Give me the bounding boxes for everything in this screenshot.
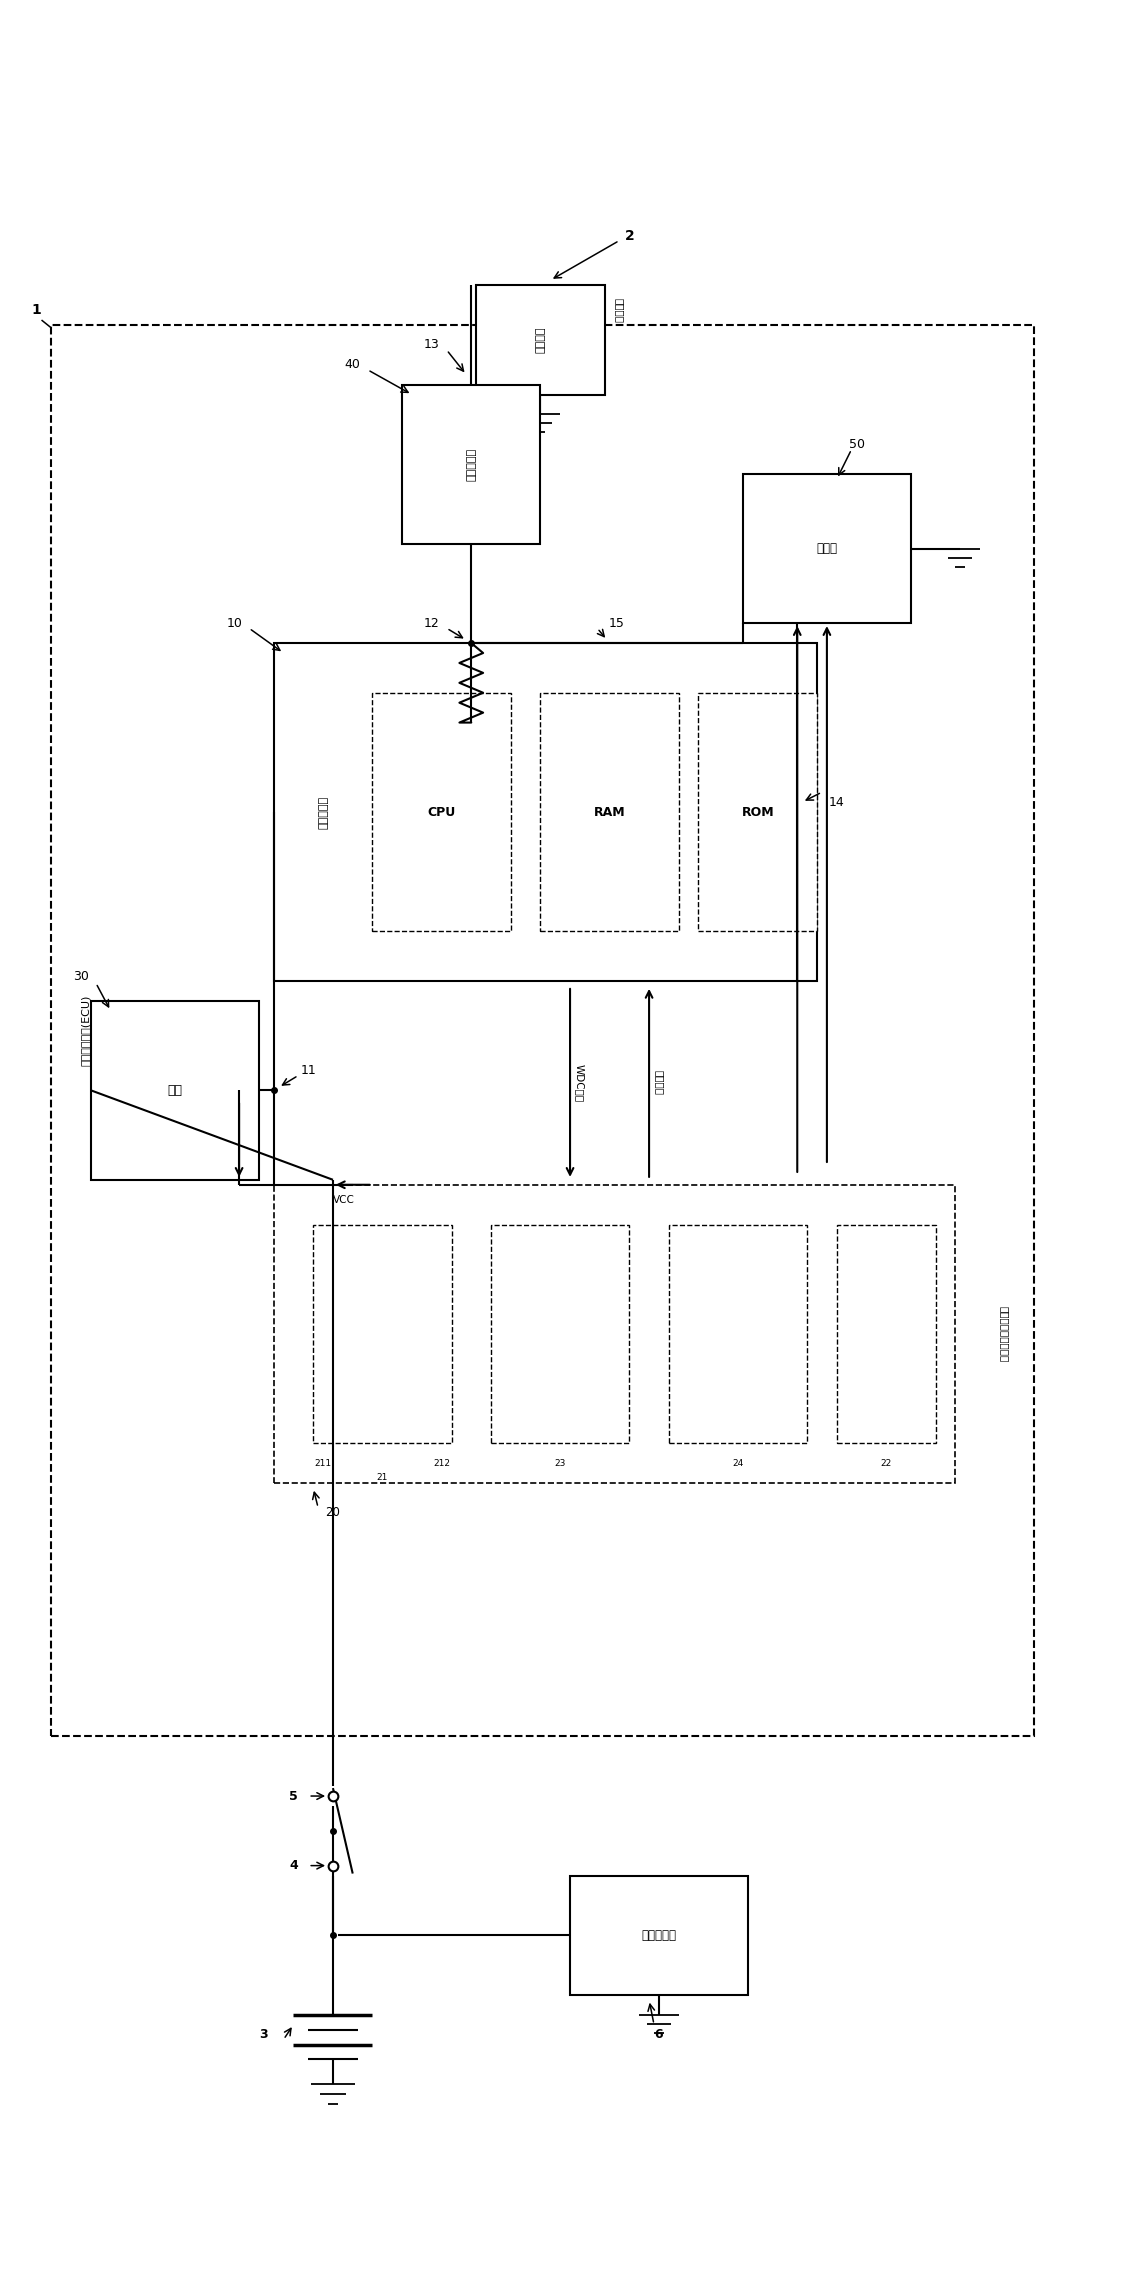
Text: 复位信号: 复位信号 [654,1070,664,1096]
Bar [402,385,541,543]
Text: 5: 5 [289,1790,297,1802]
Bar [91,1002,258,1180]
Text: 21: 21 [377,1474,388,1483]
Text: 40: 40 [344,358,360,371]
Bar [698,692,817,931]
Text: WDC信号: WDC信号 [575,1063,585,1102]
Bar [313,1224,451,1444]
Text: 交流发电机: 交流发电机 [642,1928,676,1941]
Text: 微型计算机监视装置: 微型计算机监视装置 [1000,1306,1010,1361]
Text: CPU: CPU [427,804,456,818]
Bar [476,284,605,394]
Text: 30: 30 [73,970,90,983]
Bar [669,1224,807,1444]
Bar [743,474,910,623]
Text: VCC: VCC [333,1194,355,1206]
Text: 11: 11 [301,1063,316,1077]
Text: 211: 211 [315,1458,332,1467]
Text: 20: 20 [326,1506,341,1520]
Bar [52,325,1034,1737]
Text: 50: 50 [848,438,864,452]
Text: 22: 22 [881,1458,892,1467]
Bar [273,1185,955,1483]
Text: 电气负载: 电气负载 [614,298,625,323]
Text: 微型计算机: 微型计算机 [318,795,328,830]
Bar [273,644,817,981]
Text: 24: 24 [732,1458,744,1467]
Text: 212: 212 [433,1458,450,1467]
Text: 6: 6 [654,2028,664,2042]
Bar [491,1224,629,1444]
Text: 23: 23 [554,1458,566,1467]
Text: 2: 2 [625,229,634,243]
Bar [372,692,511,931]
Bar [837,1224,936,1444]
Bar [571,1875,747,1994]
Text: 1: 1 [32,303,41,316]
Text: 15: 15 [610,617,625,630]
Text: 输出驱动器: 输出驱动器 [466,447,476,481]
Text: 10: 10 [226,617,242,630]
Text: ROM: ROM [742,804,774,818]
Bar [541,692,678,931]
Text: 14: 14 [829,795,845,809]
Text: 电子控制装置(ECU): 电子控制装置(ECU) [82,995,91,1066]
Text: 13: 13 [424,339,440,351]
Text: 电源: 电源 [168,1084,183,1098]
Text: 3: 3 [259,2028,269,2042]
Text: RAM: RAM [594,804,626,818]
Text: 电气负载: 电气负载 [535,328,545,353]
Text: 4: 4 [289,1859,297,1873]
Text: 切换部: 切换部 [816,543,837,555]
Text: 12: 12 [424,617,440,630]
